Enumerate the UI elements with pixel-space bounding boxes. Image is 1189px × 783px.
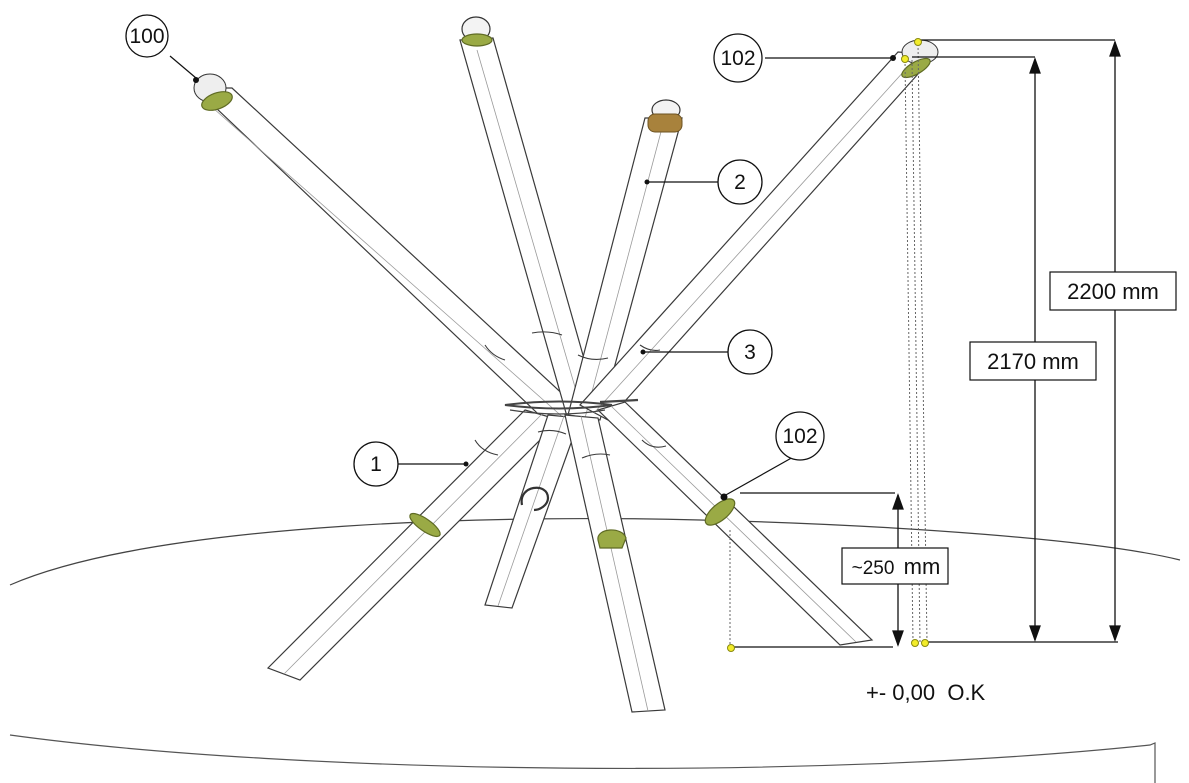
- base-level-label: +- 0,00 O.K: [866, 680, 986, 705]
- callout-102-low: 102: [775, 411, 825, 461]
- reference-markers: [727, 38, 929, 652]
- center-ring-clamp: [504, 398, 639, 415]
- dimension-250-unit: mm: [904, 554, 941, 579]
- dimension-2200-label: 2200 mm: [1067, 279, 1159, 304]
- callout-100: 100: [125, 14, 169, 58]
- ground-ellipse-upper: [9, 517, 1181, 586]
- dimension-250: ~250 mm: [841, 547, 949, 585]
- dimension-extension-lines: [732, 39, 1118, 648]
- joint-bands: [474, 331, 667, 459]
- clamp-leg-left: [409, 512, 441, 538]
- callout-2-label: 2: [734, 171, 746, 194]
- callout-leader-dots: [193, 55, 896, 501]
- callout-3: 3: [727, 329, 773, 375]
- callout-leaders: [169, 55, 893, 497]
- callout-100-label: 100: [129, 25, 164, 48]
- cap-top-center: [461, 16, 493, 47]
- callout-102-top: 102: [713, 33, 763, 83]
- dimension-2170-label: 2170 mm: [987, 349, 1079, 374]
- callout-1: 1: [353, 441, 399, 487]
- dimension-2200: 2200 mm: [1049, 271, 1177, 311]
- ground-ellipse-lower: [9, 734, 1156, 783]
- clamp-leg-center-right: [597, 529, 627, 549]
- cap-center-right: [647, 99, 683, 133]
- leg-lower-center-right: [564, 414, 666, 713]
- clamp-leg-right: [704, 498, 736, 526]
- callout-2: 2: [717, 159, 763, 205]
- cap-top-left: [193, 73, 233, 111]
- callout-102-top-label: 102: [720, 47, 755, 70]
- callout-102-low-label: 102: [782, 425, 817, 448]
- cap-top-right: [901, 39, 939, 79]
- tube-top-center: [459, 37, 601, 421]
- dimension-250-prefix: ~250: [852, 558, 895, 579]
- clamp-open-center: [520, 486, 550, 512]
- callout-3-label: 3: [744, 341, 756, 364]
- dimension-2170: 2170 mm: [969, 341, 1097, 381]
- dotted-drop-lines: [729, 43, 928, 645]
- callout-1-label: 1: [370, 453, 382, 476]
- leg-lower-right: [596, 401, 874, 646]
